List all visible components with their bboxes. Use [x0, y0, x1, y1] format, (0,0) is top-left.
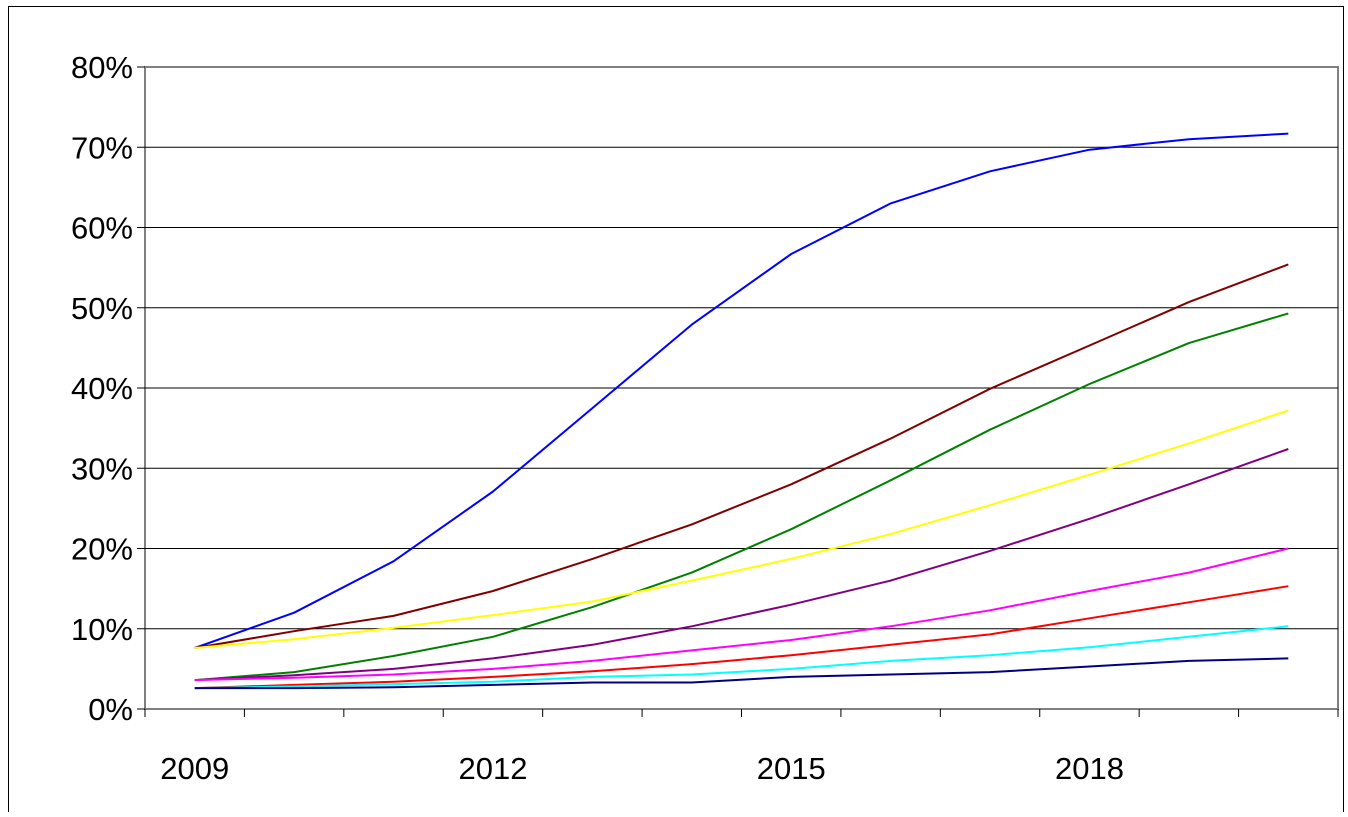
y-tick-label: 70%	[71, 130, 133, 165]
x-axis-ticks	[144, 709, 1339, 717]
y-tick-label: 30%	[71, 451, 133, 486]
x-tick-label: 2018	[1055, 751, 1124, 786]
y-tick-label: 60%	[71, 211, 133, 246]
y-tick-label: 40%	[71, 371, 133, 406]
x-axis-labels: 2009 2012 2015 2018	[160, 751, 1124, 786]
gridlines	[145, 146, 1338, 630]
series-line-2	[194, 263, 1289, 649]
x-tick-label: 2015	[757, 751, 826, 786]
y-tick-label: 50%	[71, 291, 133, 326]
series-line-8	[194, 625, 1289, 690]
y-tick-label: 10%	[71, 612, 133, 647]
series-line-3	[194, 312, 1289, 682]
y-axis-ticks	[137, 66, 145, 710]
y-axis-labels: 0% 10% 20% 30% 40% 50% 60% 70% 80%	[71, 50, 133, 727]
y-tick-label: 0%	[88, 692, 133, 727]
series-line-7	[194, 585, 1289, 690]
series-lines	[194, 132, 1289, 690]
y-tick-label: 80%	[71, 50, 133, 85]
series-line-5	[194, 448, 1289, 682]
x-tick-label: 2009	[160, 751, 229, 786]
series-line-9	[194, 657, 1289, 690]
series-line-6	[194, 547, 1289, 682]
x-tick-label: 2012	[458, 751, 527, 786]
series-line-4	[194, 409, 1289, 649]
chart-frame	[8, 6, 1344, 812]
y-tick-label: 20%	[71, 532, 133, 567]
series-line-1	[194, 132, 1289, 649]
